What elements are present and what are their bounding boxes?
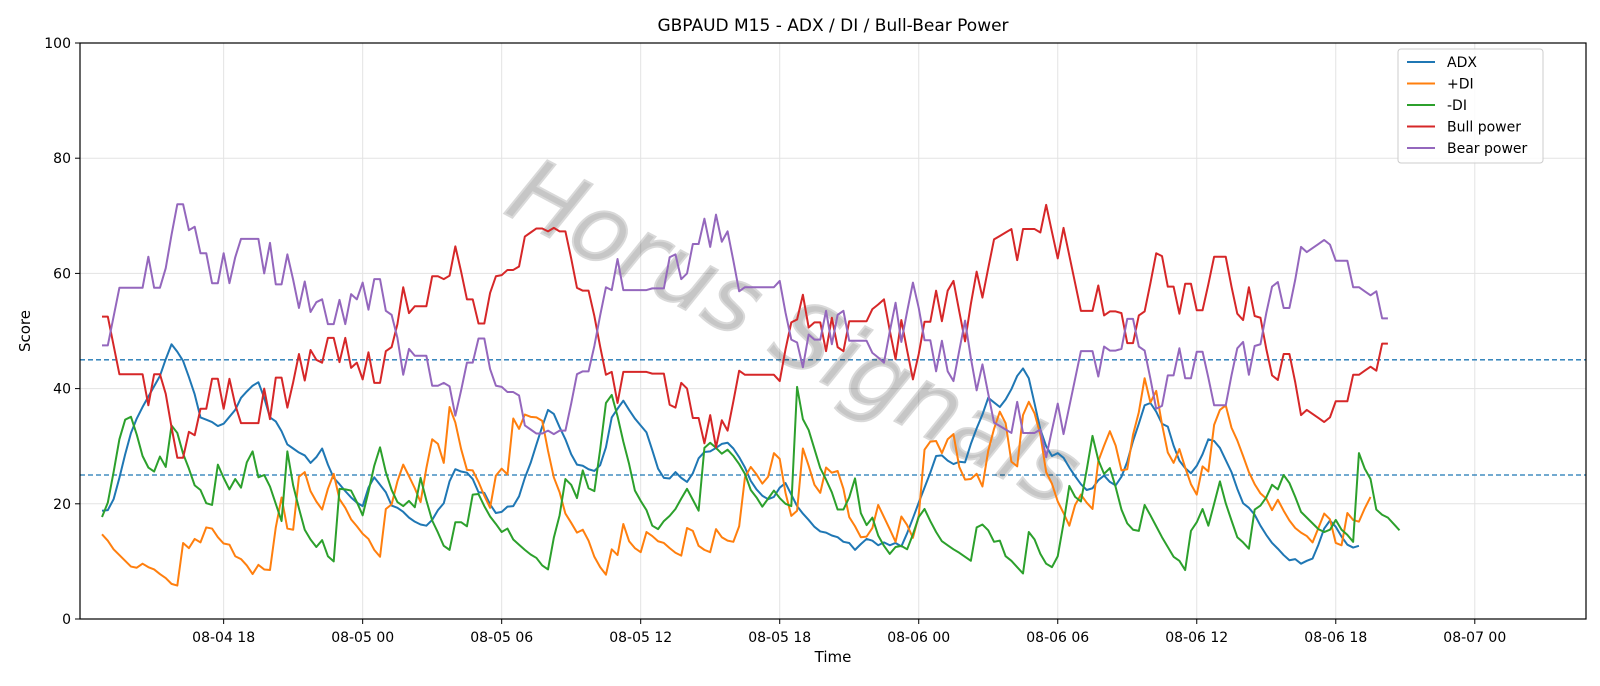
chart-title: GBPAUD M15 - ADX / DI / Bull-Bear Power (657, 16, 1008, 36)
legend-label: Bull power (1447, 120, 1521, 136)
x-tick-label: 08-05 00 (331, 630, 394, 646)
x-axis-label: Time (814, 648, 852, 666)
legend-box (1397, 48, 1544, 164)
x-tick-label: 08-06 12 (1165, 630, 1228, 646)
x-tick-label: 08-05 06 (470, 630, 533, 646)
y-axis-label: Score (16, 310, 34, 352)
series-line-adx (101, 343, 1360, 565)
y-tick-label: 40 (53, 382, 71, 398)
y-tick-label: 60 (53, 266, 71, 282)
threshold-lines (80, 359, 1586, 476)
legend-label: -DI (1447, 98, 1467, 114)
series-line--di (101, 385, 1401, 575)
legend-label: +DI (1447, 77, 1474, 93)
y-tick-label: 20 (53, 497, 71, 513)
y-tick-label: 0 (62, 612, 71, 628)
series-line-bear-power (102, 203, 1388, 459)
legend: ADX +DI -DI Bull power Bear power (1397, 48, 1544, 164)
x-axis-ticks: 08-04 18 08-05 00 08-05 06 08-05 12 08-05 18… (192, 619, 1506, 646)
x-tick-label: 08-04 18 (192, 630, 255, 646)
y-tick-label: 80 (53, 151, 71, 167)
x-tick-label: 08-06 00 (887, 630, 950, 646)
y-tick-label: 100 (44, 36, 71, 52)
x-tick-label: 08-06 06 (1026, 630, 1089, 646)
series-lines (101, 203, 1401, 587)
grid-lines (80, 42, 1586, 620)
y-axis-ticks: 0 20 40 60 80 100 (44, 36, 80, 628)
x-tick-label: 08-07 00 (1443, 630, 1506, 646)
series-line-bull-power (102, 203, 1388, 459)
x-tick-label: 08-06 18 (1304, 630, 1367, 646)
legend-label: ADX (1447, 55, 1477, 71)
legend-label: Bear power (1447, 141, 1528, 157)
x-tick-label: 08-05 18 (748, 630, 811, 646)
x-tick-label: 08-05 12 (609, 630, 672, 646)
plot-frame (79, 42, 1587, 620)
